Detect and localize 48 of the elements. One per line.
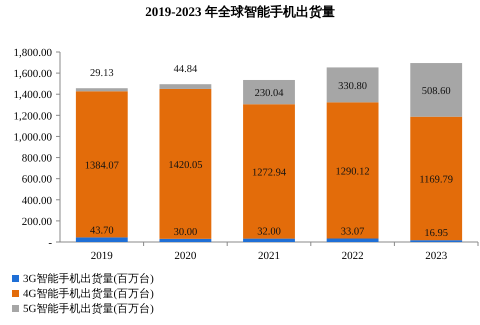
data-label: 32.00 [257,226,281,238]
x-tick-label: 2022 [342,250,364,262]
data-label: 508.60 [422,86,451,97]
bar [76,91,128,238]
data-label: 16.95 [424,228,448,240]
data-label: 1290.12 [336,166,370,178]
y-tick-label: 1,600.00 [14,68,52,80]
y-tick-label: 1,000.00 [14,131,52,144]
y-tick-label: 1,400.00 [14,89,52,102]
x-tick-label: 2021 [258,250,280,262]
bar [243,238,295,242]
bar [326,238,379,242]
bar [410,116,462,240]
bar [326,67,379,102]
bar [159,88,212,239]
y-tick-label: 1,200.00 [14,110,52,122]
data-label: 43.70 [90,225,114,236]
data-label: 33.07 [340,226,364,238]
bar [159,84,212,89]
bar [326,102,379,239]
data-label: 1272.94 [252,167,287,178]
data-label: 230.04 [254,88,284,100]
data-label: 330.80 [338,80,368,92]
legend-label: 5G智能手机出货量(百万台) [23,302,154,315]
y-tick-label: 800.00 [22,152,52,165]
data-label: 1384.07 [84,160,119,172]
bar [159,238,212,242]
bar [243,80,295,104]
x-tick-label: 2020 [174,250,197,262]
x-tick-label: 2023 [425,250,448,262]
data-label: 1169.79 [419,174,454,186]
data-label: 29.13 [90,68,114,80]
y-tick-label: 1,800.00 [14,47,52,59]
y-tick-label: 200.00 [22,216,52,228]
data-label: 30.00 [174,226,198,238]
data-label: 1420.05 [168,160,202,171]
y-tick-label: 400.00 [22,194,52,207]
bar [76,88,128,92]
bar [76,237,128,242]
y-tick-label: 600.00 [22,174,52,186]
legend-label: 3G智能手机出货量(百万台) [23,272,154,285]
legend-label: 4G智能手机出货量(百万台) [23,287,154,300]
chart-title: 2019-2023 年全球智能手机出货量 [145,4,335,19]
bar [410,63,462,117]
x-tick-label: 2019 [90,250,114,262]
data-label: 44.84 [174,64,198,76]
y-tick-label: - [48,237,52,249]
bar [243,104,295,239]
